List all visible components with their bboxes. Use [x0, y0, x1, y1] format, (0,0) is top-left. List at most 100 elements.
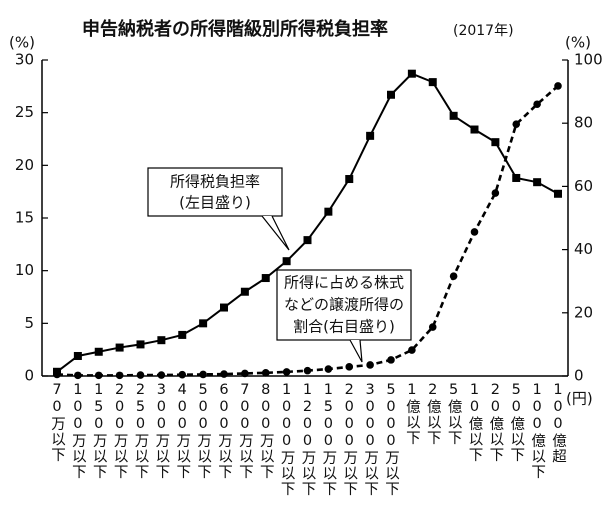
y-tick-label: 0 — [24, 367, 34, 385]
x-tick-label: 1200万以下 — [300, 382, 316, 497]
square-marker — [554, 189, 562, 198]
annotation-text: 所得に占める株式 — [284, 274, 404, 292]
y2-tick-label: 40 — [574, 240, 593, 258]
circle-marker — [387, 356, 395, 364]
circle-marker — [74, 371, 82, 380]
square-marker — [303, 236, 312, 245]
square-marker — [428, 78, 437, 87]
y2-tick-label: 0 — [574, 367, 584, 385]
x-tick-label: 50億以下 — [508, 382, 524, 463]
square-marker — [407, 69, 416, 78]
square-marker — [73, 351, 82, 360]
square-marker — [324, 207, 333, 216]
circle-marker — [115, 371, 124, 380]
square-marker — [512, 173, 521, 182]
x-tick-label: 70万以下 — [49, 382, 65, 463]
x-tick-label: 1000万以下 — [279, 382, 295, 497]
circle-marker — [94, 371, 103, 380]
callout-box — [276, 269, 412, 341]
circle-marker — [53, 370, 61, 379]
circle-marker — [512, 120, 521, 128]
square-marker — [178, 330, 187, 339]
annotation-text: などの譲渡所得の — [284, 296, 404, 314]
circle-marker — [345, 363, 354, 371]
circle-marker — [241, 369, 249, 378]
y-tick-label: 10 — [15, 261, 34, 279]
annotation-1: 所得税負担率 (左目盛り) — [147, 167, 290, 251]
circle-marker — [199, 370, 207, 379]
circle-marker — [449, 272, 458, 280]
square-marker — [449, 111, 458, 120]
x-tick-label: 600万以下 — [216, 382, 232, 480]
square-marker — [345, 175, 354, 184]
x-tick-label: 100万以下 — [70, 382, 86, 480]
circle-marker — [178, 370, 187, 379]
x-unit: (円) — [566, 390, 593, 408]
circle-marker — [303, 366, 312, 375]
x-tick-label: 250万以下 — [133, 382, 149, 480]
y-axis-label: (%) — [9, 34, 35, 52]
circle-marker — [470, 228, 479, 236]
square-marker — [240, 287, 249, 296]
y-tick-label: 5 — [24, 314, 34, 332]
square-marker — [491, 138, 500, 147]
x-tick-label: 100億以下 — [529, 382, 545, 480]
square-marker — [157, 336, 166, 345]
x-tick-label: 500万以下 — [195, 382, 211, 480]
x-tick-label: 10億以下 — [467, 382, 483, 463]
x-tick-label: 300万以下 — [153, 382, 169, 480]
square-marker — [136, 340, 145, 349]
annotation-2: 所得に占める株式 などの譲渡所得の 割合(右目盛り) — [276, 269, 412, 363]
circle-marker — [366, 361, 374, 369]
circle-marker — [491, 189, 500, 197]
circle-marker — [282, 368, 291, 376]
x-tick-label: 200万以下 — [112, 382, 128, 480]
x-tick-label: 1500万以下 — [320, 382, 336, 497]
y-tick-label: 15 — [15, 209, 34, 227]
x-tick-label: 2億以下 — [425, 382, 441, 446]
y2-tick-label: 80 — [574, 114, 593, 132]
y-tick-label: 25 — [15, 103, 34, 121]
square-marker — [387, 90, 395, 99]
chart-subtitle: (2017年) — [453, 23, 514, 39]
square-marker — [94, 347, 103, 356]
x-tick-label: 100億超 — [550, 382, 566, 464]
square-marker — [366, 131, 375, 140]
x-tick-label: 5000万以下 — [383, 382, 399, 497]
circle-marker — [136, 371, 145, 379]
chart-title: 申告納税者の所得階級別所得税負担率 — [82, 18, 388, 40]
x-tick-label: 2000万以下 — [341, 382, 357, 497]
circle-marker — [428, 323, 437, 331]
x-tick-label: 1億以下 — [404, 382, 420, 446]
annotation-text: 所得税負担率 — [170, 173, 260, 191]
y-tick-label: 30 — [15, 51, 34, 69]
square-marker — [115, 343, 124, 352]
x-tick-label: 3000万以下 — [362, 382, 378, 497]
circle-marker — [533, 100, 541, 109]
circle-marker — [554, 82, 562, 90]
callout-box — [147, 167, 283, 217]
circle-marker — [408, 346, 416, 354]
callout-pointer — [349, 339, 363, 363]
square-marker — [533, 178, 542, 187]
circle-marker — [157, 371, 166, 379]
x-tick-label: 400万以下 — [174, 382, 190, 480]
square-marker — [220, 303, 228, 312]
x-tick-label: 800万以下 — [258, 382, 274, 480]
square-marker — [282, 257, 291, 266]
x-tick-label: 20億以下 — [487, 382, 503, 463]
y-tick-label: 20 — [15, 156, 34, 174]
circle-marker — [220, 370, 228, 378]
y2-tick-label: 60 — [574, 177, 593, 195]
circle-marker — [324, 365, 333, 373]
callout-pointer — [261, 215, 290, 251]
square-marker — [261, 274, 270, 283]
square-marker — [470, 125, 479, 134]
annotation-text: 割合(右目盛り) — [293, 318, 395, 336]
x-tick-label: 150万以下 — [91, 382, 107, 480]
annotation-text: (左目盛り) — [179, 194, 251, 212]
y2-tick-label: 20 — [574, 303, 593, 321]
circle-marker — [261, 369, 270, 377]
